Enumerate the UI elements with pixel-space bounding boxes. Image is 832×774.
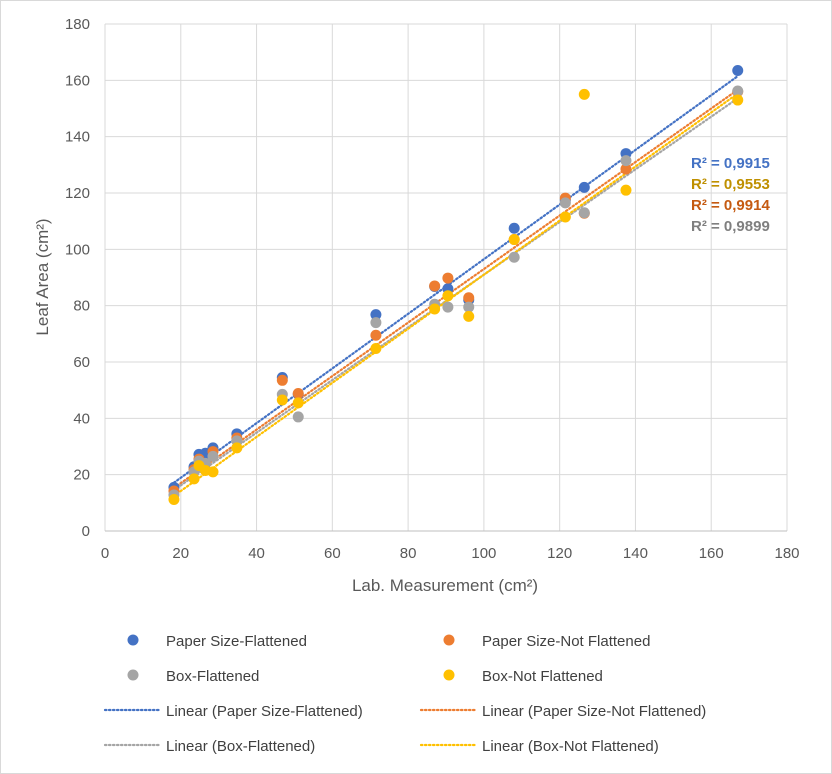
y-tick-label: 100: [65, 241, 90, 258]
point-series-2: [578, 207, 590, 219]
y-tick-label: 160: [65, 72, 90, 89]
point-series-1: [463, 292, 475, 304]
point-series-0: [370, 309, 382, 321]
r-squared-annotations: R² = 0,9915 R² = 0,9553 R² = 0,9914 R² = 0,…: [691, 155, 770, 235]
y-tick-label: 20: [73, 467, 90, 484]
point-series-3: [732, 94, 744, 106]
x-tick-label: 100: [471, 545, 496, 562]
x-tick-label: 40: [248, 545, 265, 562]
x-tick-label: 60: [324, 545, 341, 562]
point-series-3: [620, 184, 632, 196]
point-series-3: [231, 442, 243, 454]
point-series-2: [292, 411, 304, 423]
y-tick-label: 80: [73, 298, 90, 315]
point-series-2: [207, 450, 219, 462]
legend-label: Linear (Box-Not Flattened): [482, 738, 659, 755]
y-tick-label: 40: [73, 410, 90, 427]
legend-marker: [127, 634, 139, 646]
r-squared-label: R² = 0,9899: [691, 218, 770, 235]
point-series-3: [578, 88, 590, 100]
point-series-2: [442, 301, 454, 313]
point-series-3: [429, 303, 441, 315]
trendline-0: [172, 75, 739, 484]
x-tick-label: 80: [400, 545, 417, 562]
point-series-1: [429, 280, 441, 292]
point-series-0: [732, 64, 744, 76]
x-axis-title: Lab. Measurement (cm²): [352, 576, 538, 595]
x-tick-label: 140: [623, 545, 648, 562]
point-series-2: [732, 85, 744, 97]
point-series-0: [508, 222, 520, 234]
trendline-1: [172, 88, 739, 490]
point-series-3: [463, 310, 475, 322]
point-series-1: [442, 272, 454, 284]
point-series-1: [620, 163, 632, 175]
point-series-2: [508, 251, 520, 263]
data-points: [168, 64, 744, 505]
legend-label: Linear (Box-Flattened): [166, 738, 315, 755]
point-series-2: [559, 197, 571, 209]
y-tick-label: 0: [82, 523, 90, 540]
y-tick-label: 140: [65, 129, 90, 146]
point-series-2: [620, 155, 632, 167]
x-tick-label: 20: [172, 545, 189, 562]
y-axis-title: Leaf Area (cm²): [33, 218, 52, 335]
y-tick-label: 60: [73, 354, 90, 371]
point-series-1: [292, 388, 304, 400]
point-series-3: [442, 290, 454, 302]
axes: 0 20 40 60 80 100 120 140 160 180 0 20 40 60 80 100 120 1…: [65, 16, 800, 562]
trendline-2: [172, 97, 739, 492]
y-tick-label: 180: [65, 16, 90, 33]
legend-marker: [443, 634, 455, 646]
point-series-0: [578, 181, 590, 193]
r-squared-label: R² = 0,9553: [691, 176, 770, 193]
x-tick-label: 180: [774, 545, 799, 562]
point-series-2: [463, 301, 475, 313]
r-squared-label: R² = 0,9914: [691, 197, 770, 214]
legend-label: Box-Flattened: [166, 668, 259, 685]
point-series-3: [276, 394, 288, 406]
legend-marker: [127, 669, 139, 681]
point-series-3: [559, 211, 571, 223]
legend-label: Linear (Paper Size-Not Flattened): [482, 703, 706, 720]
point-series-2: [370, 317, 382, 329]
point-series-3: [207, 466, 219, 478]
legend-label: Linear (Paper Size-Flattened): [166, 703, 363, 720]
point-series-3: [292, 397, 304, 409]
x-tick-label: 160: [699, 545, 724, 562]
x-tick-label: 120: [547, 545, 572, 562]
r-squared-label: R² = 0,9915: [691, 155, 770, 172]
legend-marker: [443, 669, 455, 681]
legend-label: Paper Size-Flattened: [166, 633, 307, 650]
x-tick-label: 0: [101, 545, 109, 562]
point-series-1: [370, 329, 382, 341]
trendline-3: [172, 92, 739, 497]
legend: Paper Size-Flattened Paper Size-Not Flatt…: [103, 633, 706, 755]
point-series-3: [508, 233, 520, 245]
y-tick-label: 120: [65, 185, 90, 202]
trendlines: [172, 75, 739, 497]
point-series-3: [370, 342, 382, 354]
point-series-1: [276, 374, 288, 386]
point-series-3: [168, 493, 180, 505]
legend-label: Box-Not Flattened: [482, 668, 603, 685]
legend-label: Paper Size-Not Flattened: [482, 633, 650, 650]
point-series-3: [188, 473, 200, 485]
